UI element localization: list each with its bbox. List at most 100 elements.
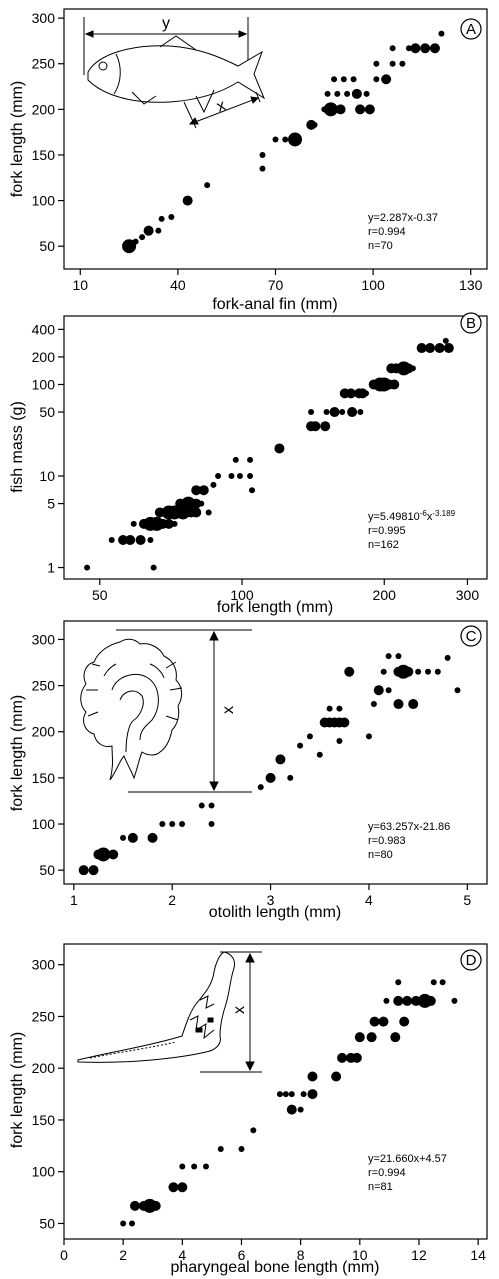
panel-a-data-point-29 xyxy=(373,76,380,83)
panel-d-y-tick-label-3: 200 xyxy=(32,1060,56,1076)
panel-a-data-point-21 xyxy=(344,90,351,97)
panel-b-ticks: 50 100 200 300 1 5 10 50 100 200 400 xyxy=(32,321,480,603)
panel-b-data-point-49 xyxy=(363,390,370,397)
panel-a-data-point-4 xyxy=(155,227,162,234)
panel-c-data-point-11 xyxy=(198,802,205,809)
panel-c-data-point-5 xyxy=(120,834,127,841)
panel-b-n-value: n=162 xyxy=(368,539,399,551)
panel-b-y-tick-label-4: 100 xyxy=(32,376,56,392)
panel-c-x-tick-label-1: 2 xyxy=(168,892,176,908)
panel-d-x-tick-label-2: 4 xyxy=(178,1247,186,1263)
panel-d-x-axis-title: pharyngeal bone length (mm) xyxy=(170,1259,379,1276)
panel-d-letter-circle xyxy=(460,949,482,971)
panel-b-y-tick-label-2: 10 xyxy=(39,468,55,484)
panel-c-data-point-9 xyxy=(169,821,176,828)
panel-a-data-point-26 xyxy=(350,76,357,83)
panel-a-points xyxy=(122,30,445,254)
panel-d-data-point-29 xyxy=(378,1016,389,1027)
panel-c-x-tick-label-0: 1 xyxy=(70,892,78,908)
panel-c-data-point-31 xyxy=(370,701,377,708)
panel-a-data-point-39 xyxy=(438,30,445,37)
otolith-inset-label-x: x xyxy=(220,706,237,714)
panel-d-data-point-15 xyxy=(282,1091,289,1098)
panel-c-data-point-6 xyxy=(127,832,138,843)
panel-b-data-point-5 xyxy=(135,535,146,546)
panel-c-data-point-46 xyxy=(395,653,402,660)
panel-a-data-point-11 xyxy=(272,136,279,143)
panel-c-equation: y=63.257x-21.86 xyxy=(368,821,450,833)
panel-a-data-point-5 xyxy=(158,215,165,222)
panel-c-points xyxy=(78,653,461,876)
panel-b-y-axis-title: fish mass (g) xyxy=(9,401,26,493)
panel-c-data-point-0 xyxy=(78,865,89,876)
panel-d-data-point-25 xyxy=(351,1052,362,1063)
panel-b-data-point-12 xyxy=(163,518,174,529)
panel-b-data-point-19 xyxy=(191,507,202,518)
panel-b-eq-sup2: -3.189 xyxy=(432,509,455,518)
panel-d-data-point-37 xyxy=(425,995,436,1006)
panel-a-data-point-9 xyxy=(259,165,266,172)
panel-b-x-tick-label-0: 50 xyxy=(92,587,108,603)
panel-d-data-point-0 xyxy=(120,1220,127,1227)
panel-c-data-point-3 xyxy=(96,847,111,862)
panel-a-n-value: n=70 xyxy=(368,240,393,252)
panel-c-x-axis-title: otolith length (mm) xyxy=(209,904,342,921)
panel-b-data-point-41 xyxy=(329,407,340,418)
panel-d-data-point-8 xyxy=(179,1163,186,1170)
panel-b-data-point-25 xyxy=(191,485,202,496)
panel-b-eq-base: y=5.498 xyxy=(368,511,407,523)
panel-c-data-point-34 xyxy=(385,687,392,694)
panel-c-letter: C xyxy=(466,628,477,645)
panel-a-letter-circle xyxy=(460,18,482,40)
panel-c-data-point-17 xyxy=(287,774,294,781)
panel-a-data-point-38 xyxy=(429,43,440,54)
panel-b-x-axis-title: fork length (mm) xyxy=(217,599,333,616)
panel-d-letter: D xyxy=(466,952,477,969)
panel-d-x-tick-label-3: 6 xyxy=(238,1247,246,1263)
panel-b-data-point-62 xyxy=(434,343,445,354)
panel-a-y-tick-label-1: 100 xyxy=(32,193,56,209)
panel-c-y-tick-label-1: 100 xyxy=(32,816,56,832)
panel-b-data-point-28 xyxy=(215,473,222,480)
panel-a-data-point-10 xyxy=(259,151,266,158)
fish-illustration xyxy=(83,17,266,129)
panel-d-data-point-5 xyxy=(150,1200,161,1211)
pharyngeal-bone-illustration xyxy=(77,951,262,1073)
panel-a-y-tick-label-5: 300 xyxy=(32,10,56,26)
panel-a-y-tick-label-3: 200 xyxy=(32,101,56,117)
panel-c-data-point-13 xyxy=(208,821,215,828)
panel-b-data-point-33 xyxy=(247,456,254,463)
panel-a-data-point-17 xyxy=(323,102,338,117)
panel-c-frame xyxy=(63,620,488,885)
panel-b-data-point-27 xyxy=(210,481,217,488)
panel-d-data-point-40 xyxy=(439,979,446,986)
panel-a-y-axis-title: fork length (mm) xyxy=(9,81,26,197)
panel-d-r-value: r=0.994 xyxy=(368,1167,406,1179)
panel-b-data-point-29 xyxy=(228,473,235,480)
panel-b-r-value: r=0.995 xyxy=(368,525,406,537)
panel-a-y-tick-label-4: 250 xyxy=(32,56,56,72)
panel-b-data-point-2 xyxy=(108,537,115,544)
panel-b-data-point-46 xyxy=(345,388,356,399)
panel-a-data-point-35 xyxy=(405,45,412,52)
panel-b-data-point-0 xyxy=(84,564,91,571)
panel-c-data-point-12 xyxy=(208,802,215,809)
panel-d-x-tick-label-5: 10 xyxy=(352,1247,368,1263)
panel-c-data-point-10 xyxy=(179,821,186,828)
panel-c-y-tick-label-3: 200 xyxy=(32,724,56,740)
panel-d-data-point-18 xyxy=(297,1106,304,1113)
panel-a-letter: A xyxy=(466,21,476,38)
panel-b-points xyxy=(84,337,454,571)
panel-c-x-tick-label-3: 4 xyxy=(365,892,373,908)
panel-b-data-point-43 xyxy=(347,407,358,418)
panel-d-equation: y=21.660x+4.57 xyxy=(368,1153,447,1165)
panel-a-ticks: 10 40 70 100 130 50 100 150 200 250 300 xyxy=(32,10,483,293)
panel-c-data-point-43 xyxy=(444,654,451,661)
panel-a-data-point-36 xyxy=(410,43,421,54)
panel-c-x-tick-label-2: 3 xyxy=(267,892,275,908)
panel-d: 0 2 4 6 8 10 12 14 50 100 150 200 250 300 fork length… xyxy=(9,943,488,1276)
panel-b-data-point-32 xyxy=(232,456,239,463)
panel-a-data-point-37 xyxy=(420,43,431,54)
panel-b-data-point-35 xyxy=(274,443,285,454)
